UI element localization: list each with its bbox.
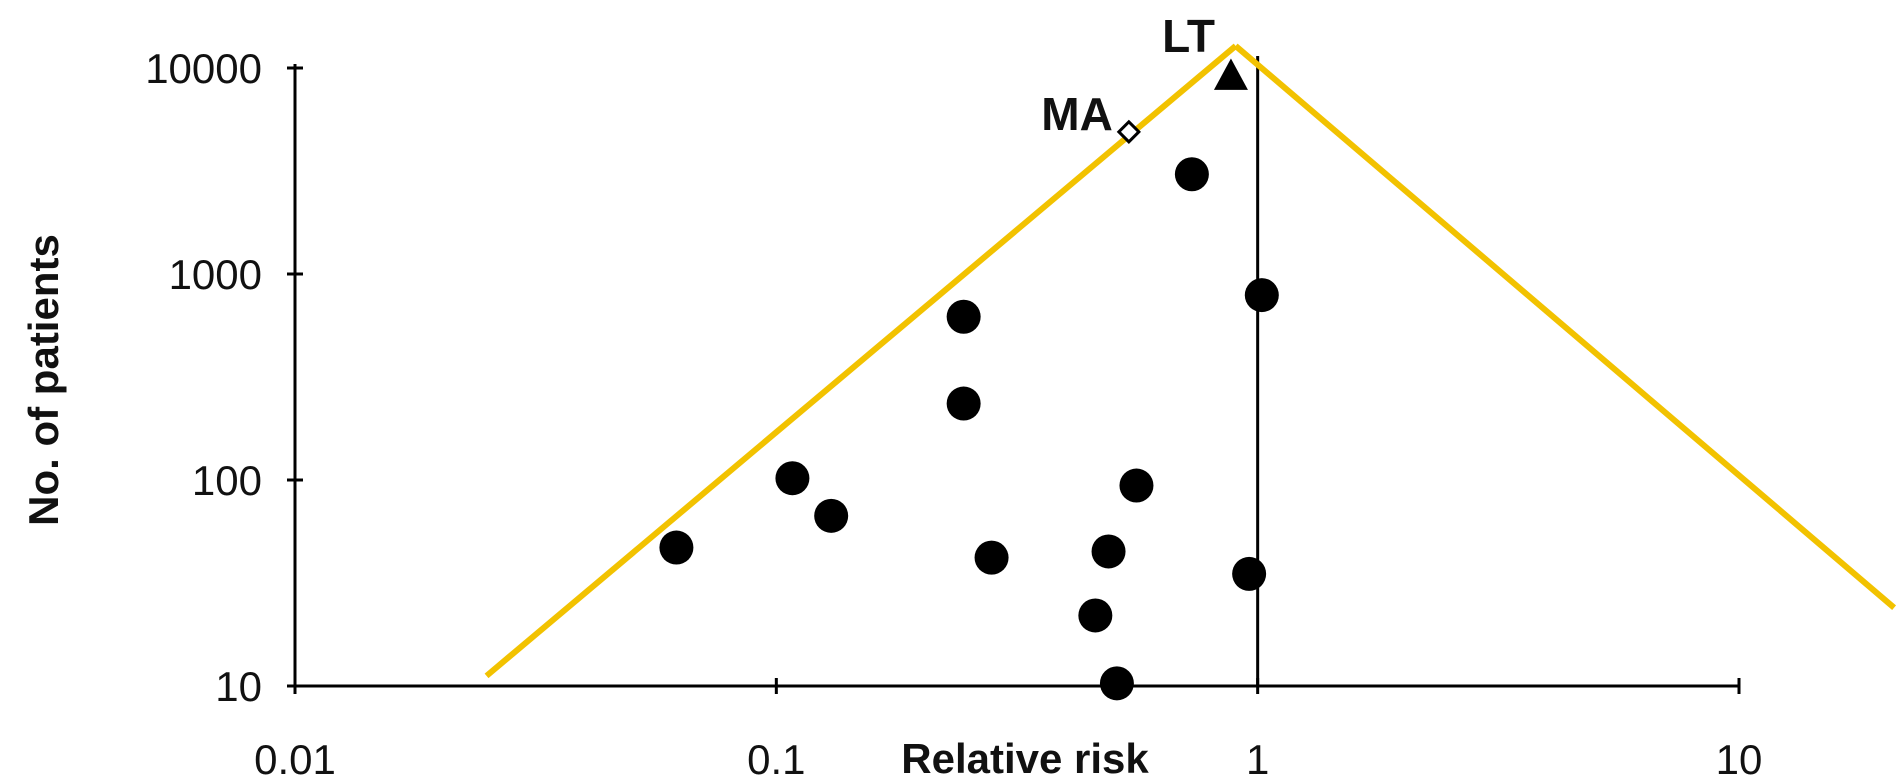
data-point [1091,534,1126,569]
data-point [814,498,849,533]
data-point [1119,468,1154,503]
tick-labels: 0.01 0.1 1 10 10 100 1000 10000 [145,45,1762,783]
data-point [1078,598,1113,633]
y-tick-label: 100 [192,457,262,504]
axes [287,56,1741,694]
funnel-line [484,43,1238,679]
annotations: MA LT [1041,10,1248,144]
data-point [974,540,1009,575]
x-axis-title: Relative risk [901,735,1149,782]
data-point [1174,157,1209,192]
x-tick-label: 10 [1716,736,1763,783]
data-point [1232,556,1267,591]
x-tick-label: 0.1 [747,736,805,783]
ma-diamond-marker [1116,119,1141,144]
lt-triangle-marker [1213,58,1248,90]
y-axis-title: No. of patients [20,234,67,526]
data-point [659,530,694,565]
data-point [1099,666,1134,701]
data-point [946,299,981,334]
data-points [659,157,1279,701]
data-point [775,461,810,496]
y-tick-label: 1000 [169,251,262,298]
ma-label: MA [1041,88,1113,140]
x-tick-label: 1 [1246,736,1269,783]
x-tick-label: 0.01 [254,736,336,783]
y-tick-label: 10 [215,663,262,710]
data-point [1244,278,1279,313]
data-point [946,386,981,421]
funnel-lines [484,43,1897,679]
funnel-line [1233,43,1897,610]
y-tick-label: 10000 [145,45,262,92]
lt-label: LT [1162,10,1215,62]
